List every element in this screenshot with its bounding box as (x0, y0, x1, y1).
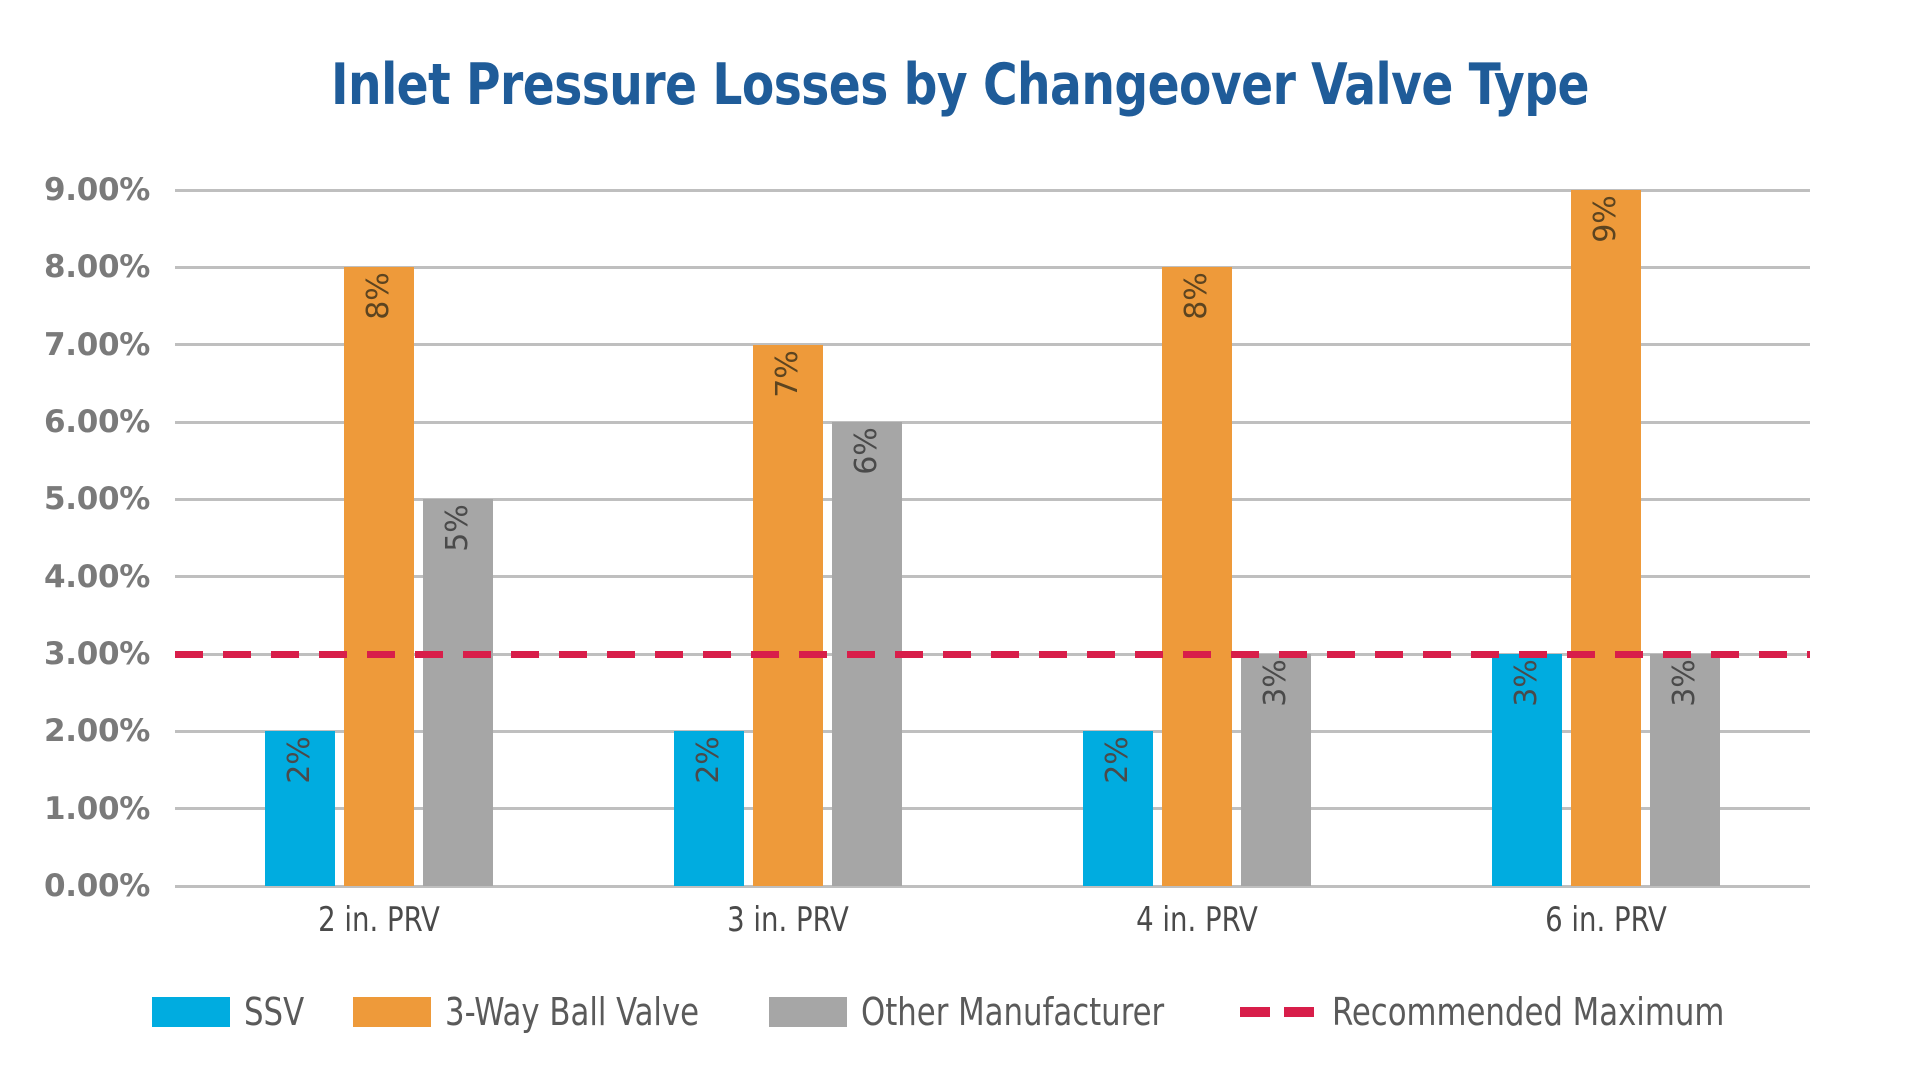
bar: 9% (1570, 190, 1641, 886)
legend-dashed-line-icon (1240, 1007, 1319, 1017)
gridline (175, 343, 1810, 347)
y-axis-tick-labels: 0.00% 1.00% 2.00% 3.00% 4.00% 5.00% 6.00% 7.00%… (0, 172, 150, 904)
y-axis-tick-label: 0.00% (43, 868, 150, 904)
y-axis-tick-label: 8.00% (43, 249, 150, 286)
gridline (175, 729, 1810, 733)
bar: 8% (1161, 267, 1232, 886)
bar-value-label: 5% (440, 504, 476, 553)
bar-value-label: 6% (849, 427, 885, 475)
legend-color-swatch-icon (769, 997, 848, 1027)
bar-value-label: 8% (361, 272, 397, 321)
gridline (175, 420, 1810, 424)
legend-label: 3-Way Ball Valve (444, 990, 699, 1034)
y-axis-tick-label: 6.00% (43, 404, 150, 440)
legend-label: SSV (244, 990, 305, 1034)
legend-item[interactable]: Recommended Maximum (1240, 990, 1768, 1034)
chart-title: Inlet Pressure Losses by Changeover Valv… (331, 52, 1589, 118)
gridline (175, 188, 1810, 192)
y-axis-tick-label: 1.00% (43, 790, 150, 827)
bar: 3% (1491, 654, 1562, 886)
gridline (175, 575, 1810, 579)
legend-color-swatch-icon (152, 997, 231, 1027)
legend-color-swatch-icon (352, 997, 431, 1027)
x-axis-tick-label: 2 in. PRV (318, 900, 441, 940)
bar-value-label: 3% (1666, 659, 1702, 707)
x-axis-tick-label: 3 in. PRV (727, 900, 849, 940)
y-axis-tick-label: 7.00% (43, 326, 150, 363)
gridline (175, 807, 1810, 811)
bar-value-label: 2% (282, 736, 318, 785)
bar: 2% (1082, 731, 1153, 886)
legend-item[interactable]: 3-Way Ball Valve (352, 990, 727, 1034)
y-axis-tick-label: 3.00% (43, 636, 150, 672)
bar-value-label: 8% (1178, 272, 1214, 321)
y-axis-tick-label: 9.00% (43, 172, 150, 208)
bar-value-label: 3% (1508, 659, 1544, 707)
bar: 8% (344, 267, 415, 886)
legend-item[interactable]: Other Manufacturer (769, 990, 1198, 1034)
bar-value-label: 9% (1587, 195, 1623, 243)
gridline (175, 884, 1810, 888)
bar-value-label: 2% (691, 736, 727, 785)
plot-area: 2% 8% 5% 2% 7% 6% 2% 8% 3% 3% 9% 3% (175, 188, 1810, 888)
gridline (175, 497, 1810, 501)
x-axis-category-labels: 2 in. PRV 3 in. PRV 4 in. PRV 6 in. PRV (175, 900, 1810, 960)
y-axis-tick-label: 4.00% (43, 558, 150, 595)
bar: 7% (753, 344, 824, 886)
bar: 5% (423, 499, 494, 886)
bar-value-label: 3% (1257, 659, 1293, 707)
bar: 3% (1240, 654, 1311, 886)
recommended-maximum-line (175, 650, 1810, 658)
x-axis-tick-label: 6 in. PRV (1544, 900, 1667, 940)
bar: 3% (1649, 654, 1720, 886)
legend-label: Recommended Maximum (1332, 990, 1725, 1034)
bar-value-label: 2% (1099, 736, 1135, 785)
bar-value-label: 7% (770, 349, 806, 398)
bar: 2% (674, 731, 745, 886)
bar: 2% (265, 731, 336, 886)
legend-item[interactable]: SSV (152, 990, 311, 1034)
gridline (175, 265, 1810, 269)
y-axis-tick-label: 5.00% (43, 481, 150, 518)
legend-label: Other Manufacturer (861, 990, 1165, 1034)
x-axis-tick-label: 4 in. PRV (1136, 900, 1258, 940)
y-axis-tick-label: 2.00% (43, 713, 150, 750)
chart-legend: SSV 3-Way Ball Valve Other Manufacturer Rec… (0, 990, 1920, 1034)
